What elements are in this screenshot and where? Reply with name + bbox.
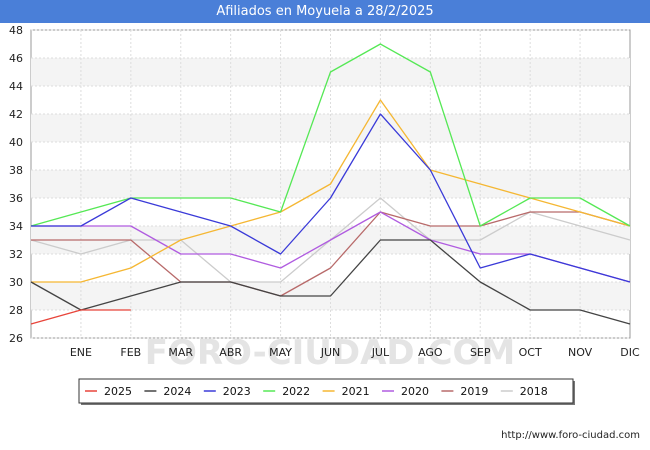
y-tick-label: 34 [9, 220, 23, 233]
y-tick-label: 26 [9, 332, 23, 345]
chart-title: Afiliados en Moyuela a 28/2/2025 [0, 0, 650, 23]
y-tick-label: 38 [9, 164, 23, 177]
x-tick-label: ABR [219, 346, 242, 359]
x-tick-label: DIC [620, 346, 640, 359]
x-tick-label: MAY [269, 346, 292, 359]
x-tick-label: FEB [120, 346, 141, 359]
y-tick-label: 40 [9, 136, 23, 149]
series-layer [30, 43, 631, 325]
y-tick-label: 44 [9, 80, 23, 93]
x-axis-ticks: ENE FEB MAR ABR MAY JUN JUL AGO SEP OCT NOV DIC [70, 346, 640, 359]
legend-label-2018: 2018 [520, 385, 548, 398]
x-tick-label: ENE [70, 346, 92, 359]
y-tick-label: 28 [9, 304, 23, 317]
legend-label-2024: 2024 [163, 385, 191, 398]
legend: 2025 2024 2023 2022 2021 2020 2019 2018 [78, 378, 575, 405]
y-tick-label: 42 [9, 108, 23, 121]
x-tick-label: JUN [320, 346, 341, 359]
legend-label-2025: 2025 [104, 385, 132, 398]
legend-label-2019: 2019 [460, 385, 488, 398]
legend-label-2020: 2020 [401, 385, 429, 398]
y-tick-label: 30 [9, 276, 23, 289]
y-tick-label: 48 [9, 24, 23, 37]
footer-url: http://www.foro-ciudad.com [501, 430, 640, 441]
series-line-2019 [31, 211, 631, 297]
x-tick-label: AGO [418, 346, 443, 359]
y-axis-ticks: 26 28 30 32 34 36 38 40 42 44 46 48 [9, 24, 23, 345]
x-tick-label: SEP [470, 346, 491, 359]
x-tick-label: NOV [568, 346, 593, 359]
x-tick-label: JUL [371, 346, 390, 359]
y-tick-label: 36 [9, 192, 23, 205]
legend-label-2023: 2023 [223, 385, 251, 398]
watermark: FORO-CIUDAD.COM [145, 333, 516, 373]
legend-label-2021: 2021 [342, 385, 370, 398]
y-tick-label: 46 [9, 52, 23, 65]
x-tick-label: MAR [168, 346, 193, 359]
x-tick-label: OCT [519, 346, 542, 359]
series-line-2023 [31, 113, 631, 283]
series-line-2024 [30, 239, 631, 325]
series-line-2025 [30, 309, 131, 325]
y-tick-label: 32 [9, 248, 23, 261]
legend-label-2022: 2022 [282, 385, 310, 398]
